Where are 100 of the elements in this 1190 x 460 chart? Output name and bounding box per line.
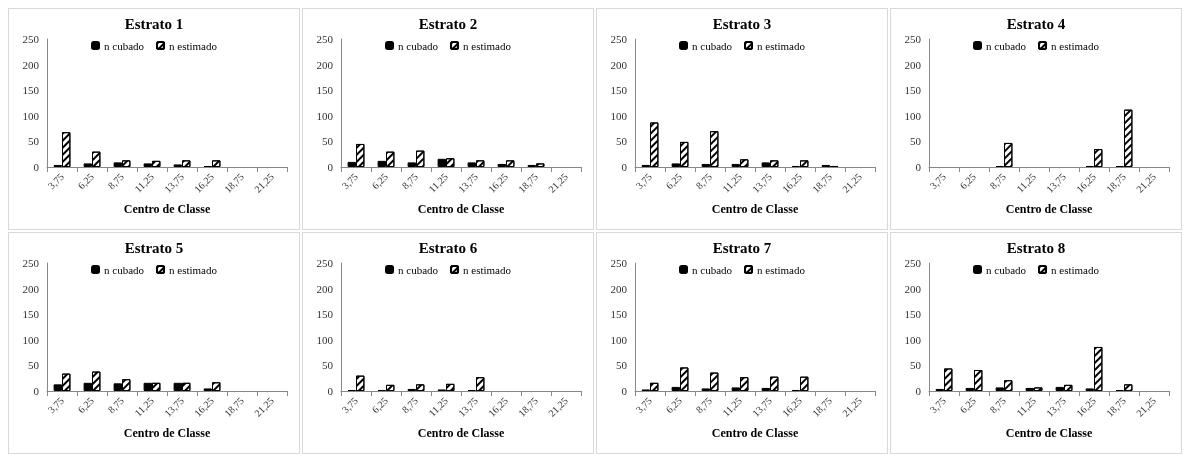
y-tick-label: 200 [316,58,334,71]
legend-label: n cubado [104,263,145,276]
x-tick-label: 3,75 [927,171,948,192]
y-tick-label: 0 [33,161,40,173]
y-tick-label: 250 [904,257,922,269]
chart-title: Estrato 2 [418,15,478,32]
legend-label: n estimado [1051,39,1100,52]
x-tick-label: 3,75 [927,395,948,416]
y-tick-label: 150 [610,84,628,97]
chart-title: Estrato 5 [124,239,184,256]
y-tick-label: 200 [904,282,922,295]
legend-label: n estimado [463,39,512,52]
y-tick-label: 250 [316,257,334,269]
chart-title: Estrato 6 [418,239,478,256]
y-tick-label: 100 [22,333,40,346]
y-tick-label: 100 [904,109,922,122]
legend-label: n estimado [757,263,806,276]
y-tick-label: 0 [33,385,40,397]
legend-label: n estimado [1051,263,1100,276]
y-tick-label: 250 [610,257,628,269]
y-tick-label: 150 [22,308,40,321]
y-tick-label: 150 [904,84,922,97]
y-tick-label: 0 [621,385,628,397]
y-tick-label: 50 [322,359,334,372]
x-axis-title: Centro de Classe [1005,202,1093,216]
y-tick-label: 50 [616,135,628,148]
x-tick-label: 6,25 [957,395,978,416]
x-tick-label: 3,75 [339,171,360,192]
y-tick-label: 50 [616,359,628,372]
y-tick-label: 150 [904,308,922,321]
y-tick-label: 200 [610,282,628,295]
x-axis-title: Centro de Classe [1005,426,1093,440]
x-tick-label: 6,25 [369,171,390,192]
y-tick-label: 200 [22,282,40,295]
x-tick-label: 8,75 [105,171,126,192]
y-tick-label: 0 [327,161,334,173]
y-tick-label: 50 [322,135,334,148]
chart-title: Estrato 3 [712,15,772,32]
y-tick-label: 0 [915,385,922,397]
y-tick-label: 250 [22,33,40,45]
legend-label: n estimado [169,39,218,52]
x-tick-label: 3,75 [633,395,654,416]
y-tick-label: 150 [22,84,40,97]
y-tick-label: 200 [22,58,40,71]
y-tick-label: 50 [28,135,40,148]
y-tick-label: 50 [28,359,40,372]
chart-title: Estrato 4 [1006,15,1066,32]
y-tick-label: 250 [316,33,334,45]
x-tick-label: 8,75 [693,171,714,192]
x-axis-title: Centro de Classe [417,202,505,216]
x-tick-label: 3,75 [45,171,66,192]
legend-label: n cubado [692,39,733,52]
x-tick-label: 6,25 [663,395,684,416]
x-tick-label: 8,75 [693,395,714,416]
x-axis-title: Centro de Classe [711,426,799,440]
y-tick-label: 200 [316,282,334,295]
legend-label: n cubado [986,263,1027,276]
chart-title: Estrato 1 [124,15,184,32]
chart-title: Estrato 8 [1006,239,1066,256]
y-tick-label: 100 [610,109,628,122]
y-tick-label: 250 [904,33,922,45]
y-tick-label: 250 [610,33,628,45]
x-tick-label: 8,75 [987,395,1008,416]
x-tick-label: 3,75 [633,171,654,192]
legend-label: n cubado [398,263,439,276]
x-axis-title: Centro de Classe [123,426,211,440]
y-tick-label: 100 [316,109,334,122]
y-tick-label: 150 [316,84,334,97]
x-tick-label: 6,25 [663,171,684,192]
y-tick-label: 0 [621,161,628,173]
x-tick-label: 8,75 [399,395,420,416]
y-tick-label: 50 [910,359,922,372]
x-tick-label: 8,75 [105,395,126,416]
y-tick-label: 100 [22,109,40,122]
x-axis-title: Centro de Classe [123,202,211,216]
x-tick-label: 6,25 [957,171,978,192]
x-axis-title: Centro de Classe [417,426,505,440]
x-tick-label: 8,75 [987,171,1008,192]
y-tick-label: 150 [316,308,334,321]
legend-label: n estimado [757,39,806,52]
x-tick-label: 6,25 [75,171,96,192]
y-tick-label: 200 [610,58,628,71]
legend-label: n estimado [463,263,512,276]
x-tick-label: 6,25 [75,395,96,416]
x-tick-label: 6,25 [369,395,390,416]
legend-label: n estimado [169,263,218,276]
y-tick-label: 250 [22,257,40,269]
legend-label: n cubado [104,39,145,52]
legend-label: n cubado [398,39,439,52]
x-tick-label: 3,75 [45,395,66,416]
y-tick-label: 100 [610,333,628,346]
y-tick-label: 150 [610,308,628,321]
y-tick-label: 0 [327,385,334,397]
y-tick-label: 100 [904,333,922,346]
y-tick-label: 50 [910,135,922,148]
legend-label: n cubado [692,263,733,276]
y-tick-label: 0 [915,161,922,173]
legend-label: n cubado [986,39,1027,52]
y-tick-label: 200 [904,58,922,71]
chart-title: Estrato 7 [712,239,772,256]
